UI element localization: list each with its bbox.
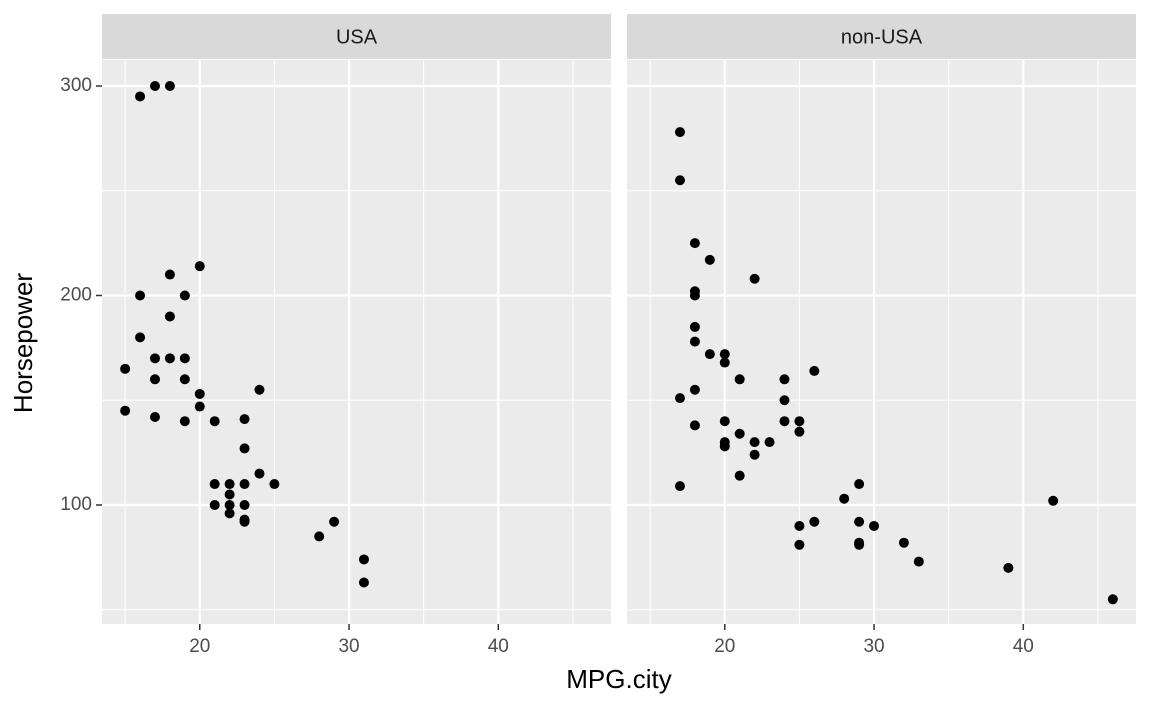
x-tick-label: 30 bbox=[863, 636, 884, 657]
point bbox=[224, 508, 235, 519]
panel bbox=[627, 60, 1136, 624]
point bbox=[1003, 562, 1014, 573]
point bbox=[179, 353, 190, 364]
y-axis-title: Horsepower bbox=[8, 273, 38, 414]
point bbox=[719, 441, 730, 452]
point bbox=[209, 499, 220, 510]
point bbox=[704, 349, 715, 360]
point bbox=[704, 254, 715, 265]
point bbox=[239, 479, 250, 490]
point bbox=[869, 520, 880, 531]
point bbox=[794, 426, 805, 437]
point bbox=[135, 91, 146, 102]
point bbox=[719, 357, 730, 368]
point bbox=[239, 443, 250, 454]
point bbox=[689, 336, 700, 347]
point bbox=[164, 80, 175, 91]
point bbox=[794, 416, 805, 427]
point bbox=[898, 537, 909, 548]
point bbox=[779, 374, 790, 385]
x-axis-title: MPG.city bbox=[566, 664, 671, 694]
point bbox=[839, 493, 850, 504]
point bbox=[689, 290, 700, 301]
point bbox=[164, 353, 175, 364]
point bbox=[329, 516, 340, 527]
x-tick-label: 20 bbox=[189, 636, 210, 657]
point bbox=[164, 311, 175, 322]
point bbox=[734, 470, 745, 481]
point bbox=[358, 554, 369, 565]
point bbox=[689, 321, 700, 332]
point bbox=[749, 449, 760, 460]
point bbox=[779, 395, 790, 406]
point bbox=[1048, 495, 1059, 506]
point bbox=[179, 290, 190, 301]
point bbox=[149, 412, 160, 423]
point bbox=[179, 374, 190, 385]
point bbox=[135, 332, 146, 343]
point bbox=[149, 374, 160, 385]
point bbox=[194, 388, 205, 399]
point bbox=[674, 393, 685, 404]
point bbox=[689, 420, 700, 431]
point bbox=[224, 499, 235, 510]
strip bbox=[102, 14, 611, 59]
point bbox=[764, 437, 775, 448]
point bbox=[794, 539, 805, 550]
strip-label: non-USA bbox=[841, 26, 923, 48]
point bbox=[224, 489, 235, 500]
point bbox=[719, 416, 730, 427]
point bbox=[209, 416, 220, 427]
point bbox=[734, 428, 745, 439]
point bbox=[269, 479, 280, 490]
x-tick-label: 40 bbox=[1013, 636, 1034, 657]
point bbox=[358, 577, 369, 588]
strip-label: USA bbox=[336, 26, 378, 48]
point bbox=[719, 349, 730, 360]
point bbox=[854, 539, 865, 550]
point bbox=[809, 365, 820, 376]
point bbox=[149, 80, 160, 91]
x-tick-label: 20 bbox=[714, 636, 735, 657]
point bbox=[854, 479, 865, 490]
point bbox=[239, 414, 250, 425]
point bbox=[239, 516, 250, 527]
point bbox=[854, 516, 865, 527]
point bbox=[120, 405, 131, 416]
x-tick-label: 30 bbox=[338, 636, 359, 657]
point bbox=[749, 273, 760, 284]
y-tick-label: 100 bbox=[60, 494, 92, 515]
point bbox=[779, 416, 790, 427]
point bbox=[179, 416, 190, 427]
point bbox=[224, 479, 235, 490]
point bbox=[164, 269, 175, 280]
y-tick-label: 300 bbox=[60, 75, 92, 96]
point bbox=[120, 363, 131, 374]
point bbox=[689, 238, 700, 249]
point bbox=[194, 401, 205, 412]
point bbox=[149, 353, 160, 364]
point bbox=[194, 261, 205, 272]
point bbox=[254, 468, 265, 479]
point bbox=[913, 556, 924, 567]
point bbox=[209, 479, 220, 490]
point bbox=[734, 374, 745, 385]
point bbox=[314, 531, 325, 542]
x-tick-label: 40 bbox=[488, 636, 509, 657]
point bbox=[809, 516, 820, 527]
point bbox=[674, 175, 685, 186]
point bbox=[689, 384, 700, 395]
point bbox=[674, 481, 685, 492]
point bbox=[239, 499, 250, 510]
point bbox=[794, 520, 805, 531]
strip bbox=[627, 14, 1136, 59]
point bbox=[254, 384, 265, 395]
point bbox=[135, 290, 146, 301]
panel bbox=[102, 60, 611, 624]
point bbox=[749, 437, 760, 448]
y-tick-label: 200 bbox=[60, 285, 92, 306]
point bbox=[674, 127, 685, 138]
point bbox=[1107, 594, 1118, 605]
